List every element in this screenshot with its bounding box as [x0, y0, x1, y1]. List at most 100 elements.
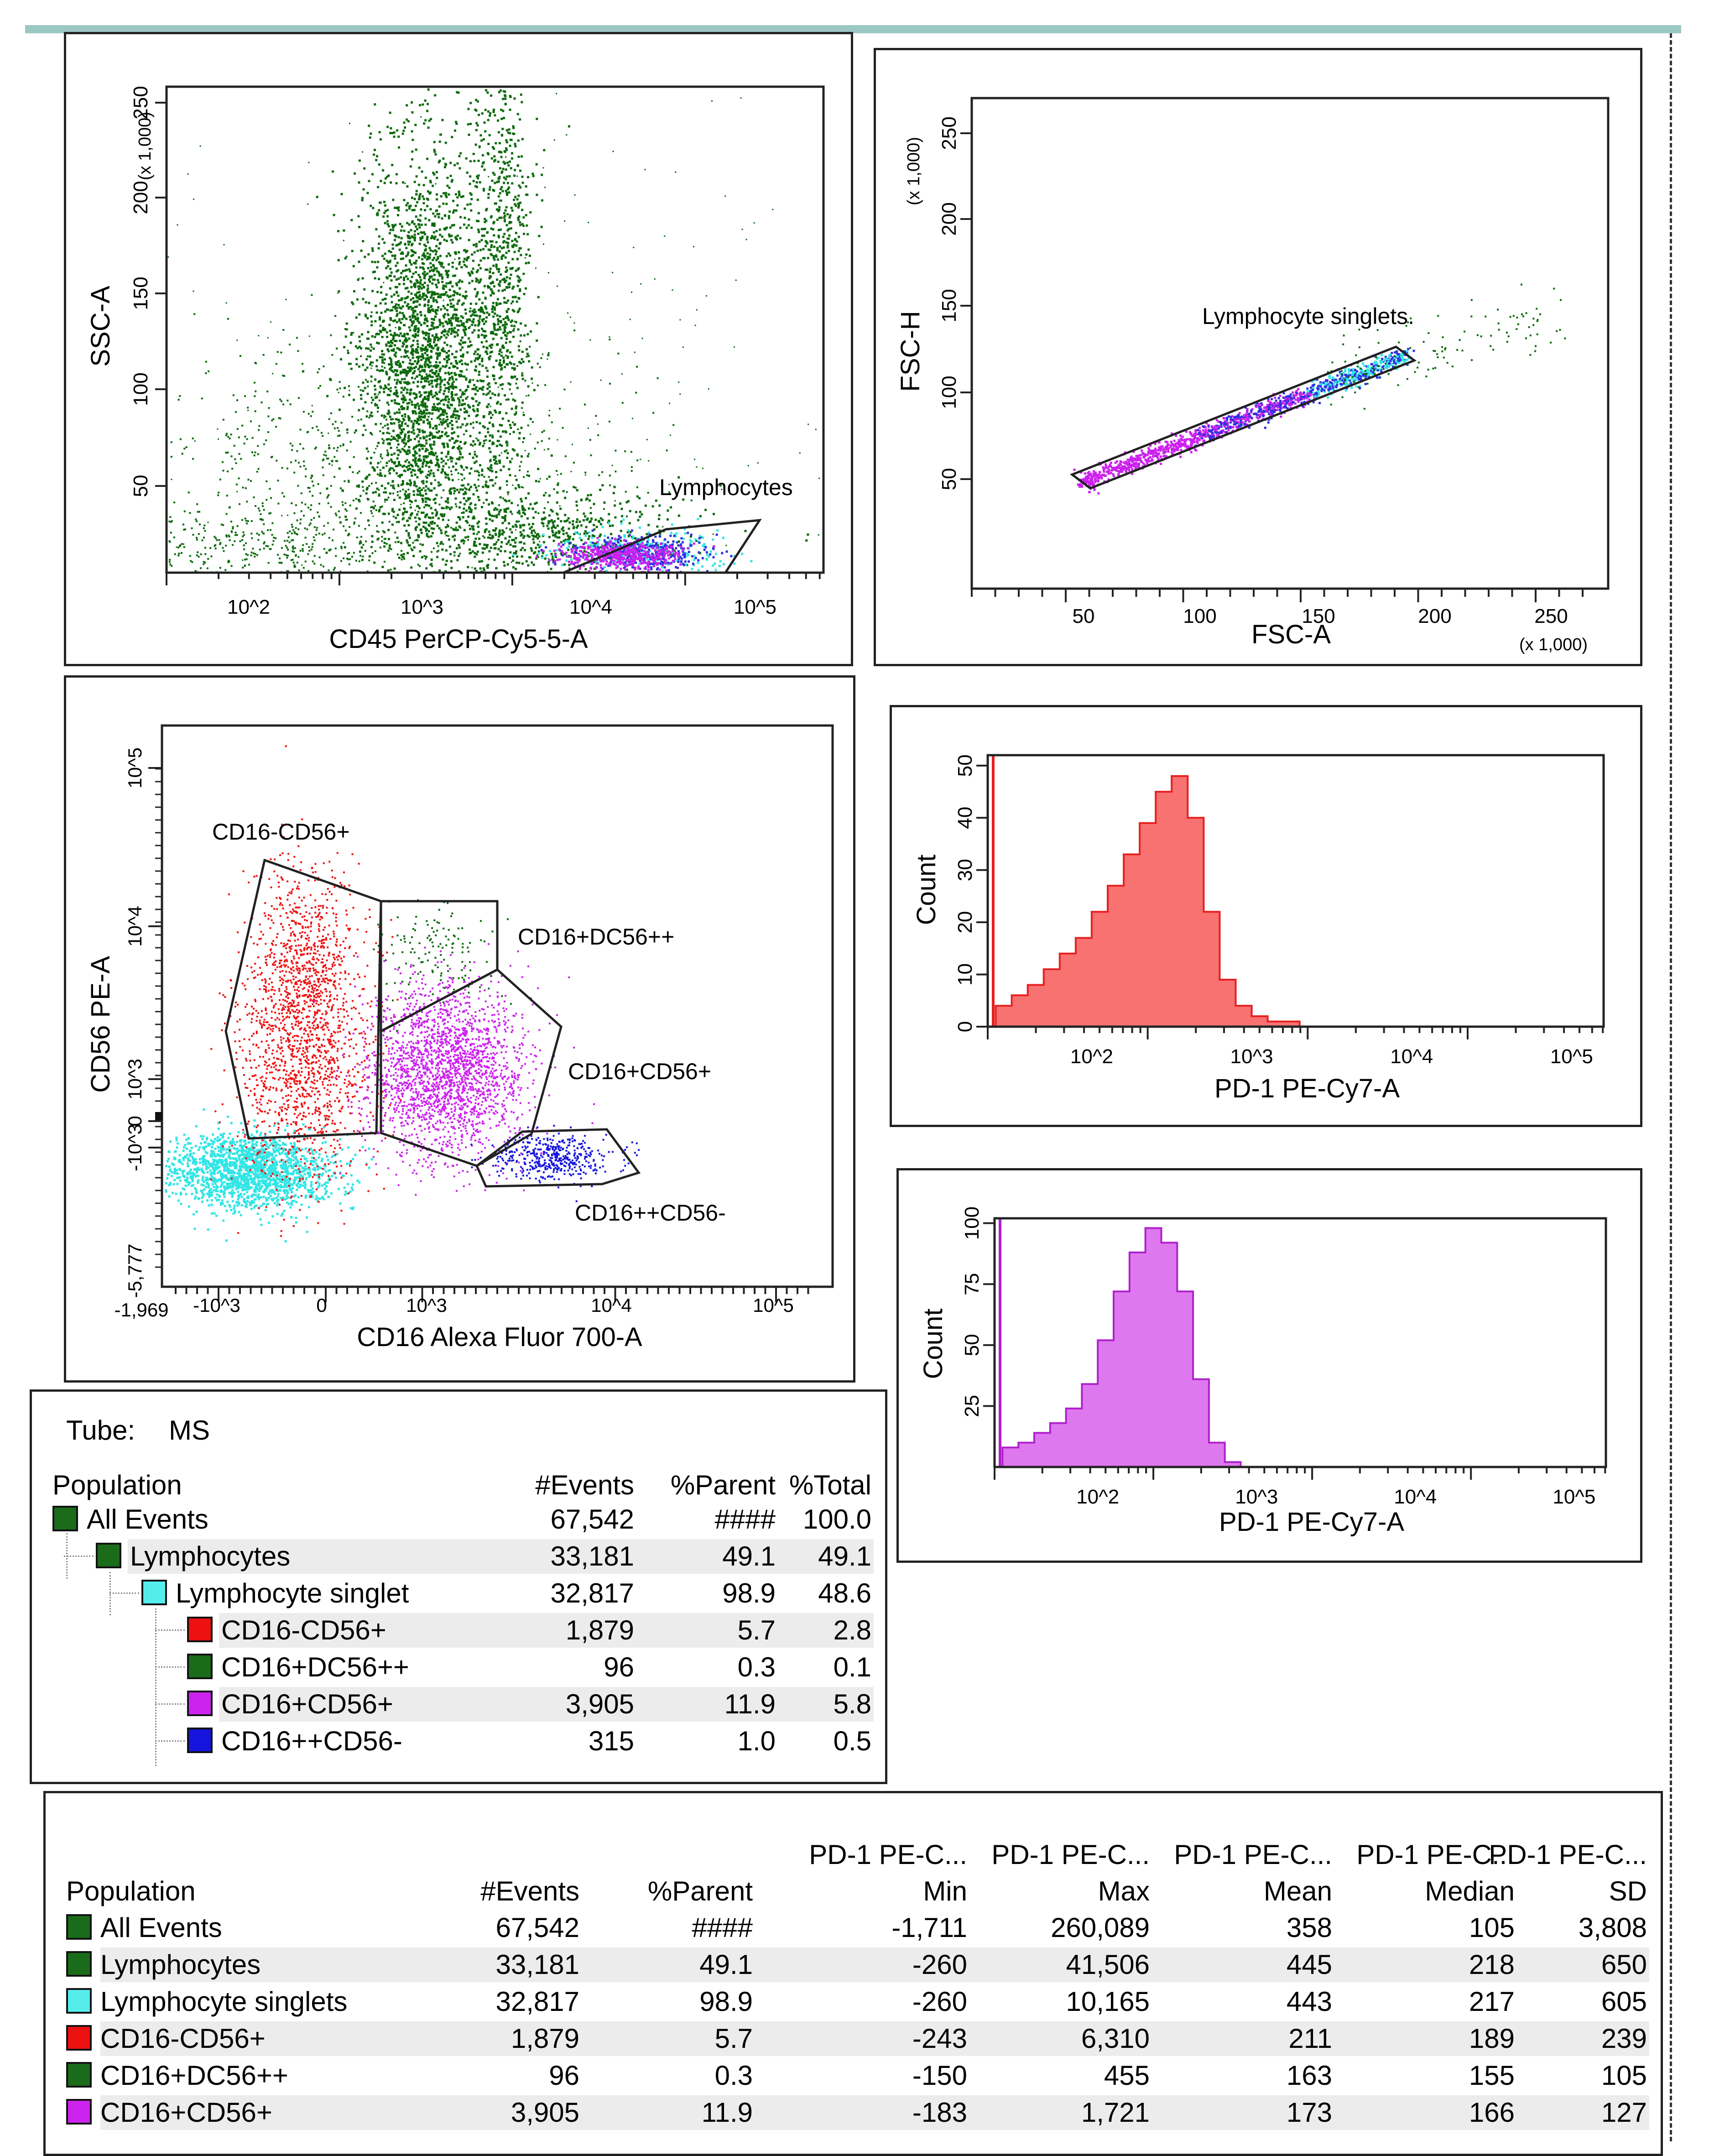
hierarchy-total-value: 5.8: [780, 1691, 871, 1718]
tube-name: MS: [169, 1417, 210, 1444]
p1-y-tick: 150: [130, 277, 152, 310]
p3-gate-label: CD16++CD56-: [575, 1200, 726, 1226]
x-tick-label: 10^3: [1235, 1486, 1278, 1508]
x-tick-label: 10^4: [1394, 1486, 1437, 1508]
y-tick-label: 50: [954, 754, 976, 777]
hierarchy-header-parent[interactable]: %Parent: [643, 1472, 776, 1499]
p2-y-label: FSC-H: [896, 311, 925, 392]
population-name: CD16+CD56+: [221, 1691, 393, 1718]
plot-fsc-singlets: Lymphocyte singlets. 50 100 150 200 250 …: [876, 50, 1640, 664]
p3-gate-label: CD16-CD56+: [212, 819, 350, 845]
stats-header-7[interactable]: SD: [1469, 1878, 1647, 1905]
population-name: CD16++CD56-: [221, 1728, 402, 1755]
p3-y-label: CD56 PE-A: [86, 956, 115, 1093]
x-tick-label: 10^5: [1553, 1486, 1595, 1508]
p3-y-tick: -10^3: [124, 1124, 146, 1171]
stats-value: 0.3: [589, 2062, 753, 2089]
stats-value: 11.9: [589, 2099, 753, 2126]
p1-y-tick: 50: [130, 475, 152, 497]
p1-gate-label: Lymphocytes: [659, 475, 793, 500]
population-color-swatch: [66, 1914, 92, 1940]
p1-y-tick: 200: [130, 181, 152, 214]
p3-y-tick: -5,777: [124, 1243, 146, 1298]
p3-y-tick: 10^4: [124, 906, 146, 947]
tree-connector: [155, 1629, 185, 1631]
plot-cd45-ssc: Lymphocytes 10^2 10^3 10^4 10^5 CD45 Per…: [66, 34, 851, 664]
h1-histogram-bars: [993, 755, 1332, 1027]
tree-connector: [155, 1608, 156, 1766]
p2-x-tick: 50: [1073, 605, 1095, 627]
p2-y-tick: 200: [938, 202, 960, 235]
histogram-area: [996, 776, 1332, 1027]
hierarchy-events-value: 33,181: [488, 1543, 634, 1570]
p1-x-tick: 10^2: [227, 596, 270, 618]
hierarchy-parent-value: 5.7: [643, 1617, 776, 1644]
p2-x-tick: 250: [1534, 605, 1568, 627]
p3-x-tick: 10^3: [406, 1295, 447, 1316]
p2-x-label: FSC-A: [1251, 620, 1331, 649]
hierarchy-parent-value: ####: [643, 1506, 776, 1533]
y-tick-label: 30: [954, 859, 976, 881]
p3-x-tick: -10^3: [193, 1295, 240, 1316]
x-tick-label: 10^2: [1076, 1486, 1119, 1508]
tree-connector: [109, 1592, 139, 1594]
hierarchy-parent-value: 11.9: [643, 1691, 776, 1718]
p3-gate-label: CD16+DC56++: [518, 924, 674, 950]
statistics-panel[interactable]: PD-1 PE-C...PD-1 PE-C...PD-1 PE-C...PD-1…: [43, 1791, 1663, 2156]
hierarchy-events-value: 3,905: [488, 1691, 634, 1718]
gate-cd16-cd56pos[interactable]: [226, 860, 381, 1138]
y-tick-label: 0: [954, 1021, 976, 1032]
p2-x-tick: 200: [1418, 605, 1451, 627]
population-name: Lymphocytes: [130, 1543, 290, 1570]
population-name: CD16+DC56++: [221, 1654, 409, 1681]
h2-histogram-bars: [1000, 1218, 1241, 1467]
p2-y-tick: 250: [938, 116, 960, 150]
h2-x-label: PD-1 PE-Cy7-A: [1219, 1507, 1404, 1537]
stats-value: 32,817: [374, 1988, 579, 2015]
p2-y-scale-note: (x 1,000): [904, 137, 923, 205]
hierarchy-events-value: 1,879: [488, 1617, 634, 1644]
population-name: All Events: [100, 1914, 222, 1942]
hierarchy-total-value: 48.6: [780, 1580, 871, 1607]
x-tick-label: 10^3: [1230, 1045, 1273, 1068]
stats-header-2[interactable]: %Parent: [589, 1878, 753, 1905]
stats-header-1[interactable]: #Events: [374, 1878, 579, 1905]
tree-connector: [109, 1572, 111, 1615]
hierarchy-header-events[interactable]: #Events: [488, 1472, 634, 1499]
y-tick-label: 20: [954, 911, 976, 934]
p2-y-tick: 150: [938, 289, 960, 322]
plot-fsc-panel[interactable]: Lymphocyte singlets. 50 100 150 200 250 …: [874, 48, 1642, 666]
population-color-swatch: [66, 2062, 92, 2088]
stats-value: 67,542: [374, 1914, 579, 1942]
stats-value: ####: [589, 1914, 753, 1942]
p3-y-tick: 0: [124, 1116, 146, 1126]
hierarchy-events-value: 67,542: [488, 1506, 634, 1533]
p3-plot-frame: [162, 726, 833, 1287]
stats-value: 49.1: [589, 1951, 753, 1979]
hierarchy-header-population[interactable]: Population: [52, 1472, 182, 1499]
hierarchy-parent-value: 98.9: [643, 1580, 776, 1607]
stats-value: 3,905: [374, 2099, 579, 2126]
population-hierarchy-panel[interactable]: Tube: MS Population #Events %Parent %Tot…: [30, 1389, 887, 1784]
population-name: CD16-CD56+: [221, 1617, 386, 1644]
stats-header-0[interactable]: Population: [66, 1878, 386, 1905]
stats-header-top[interactable]: PD-1 PE-C...: [1469, 1841, 1647, 1869]
p2-plot-frame: [972, 98, 1608, 589]
p1-scatter-events: [167, 89, 820, 574]
hierarchy-events-value: 315: [488, 1728, 634, 1755]
gate-cd16pos-dc56pp[interactable]: [381, 901, 497, 1031]
p2-y-tick: 100: [938, 376, 960, 409]
plot-cd45-ssc-panel[interactable]: Lymphocytes 10^2 10^3 10^4 10^5 CD45 Per…: [64, 32, 853, 666]
y-tick-label: 10: [954, 963, 976, 986]
population-color-swatch: [187, 1728, 213, 1753]
stats-value: 1,879: [374, 2025, 579, 2052]
p2-x-scale-note: (x 1,000): [1519, 635, 1588, 654]
stats-value: 105: [1469, 2062, 1647, 2089]
plot-cd16-cd56-panel[interactable]: CD16-CD56+ CD16+DC56++ CD16+CD56+ CD16++…: [64, 675, 855, 1383]
hierarchy-header-total[interactable]: %Total: [780, 1472, 871, 1499]
dashed-page-divider: [1670, 33, 1672, 2141]
plot-cd16-cd56: CD16-CD56+ CD16+DC56++ CD16+CD56+ CD16++…: [66, 678, 853, 1380]
